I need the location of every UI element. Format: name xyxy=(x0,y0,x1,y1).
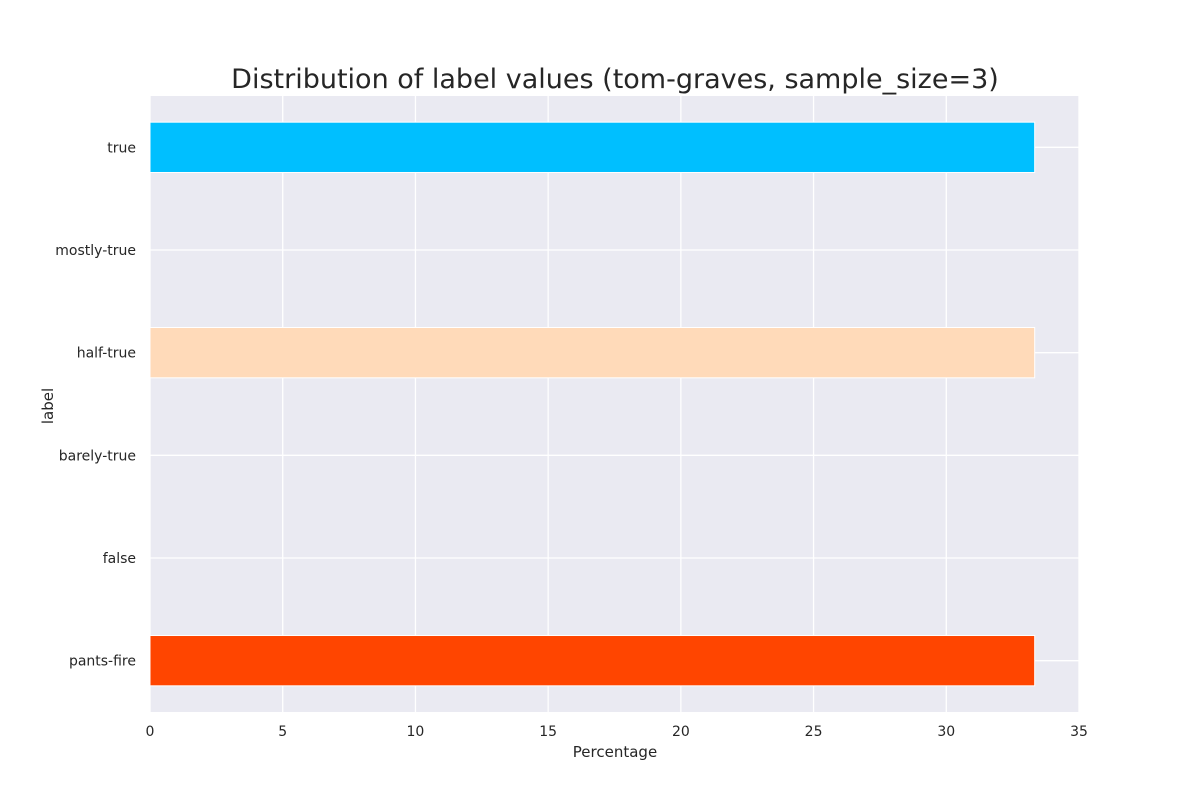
x-tick-label-5: 25 xyxy=(805,724,823,740)
y-axis-label: label xyxy=(39,388,57,424)
bar-half-true xyxy=(149,327,1036,379)
bar-true xyxy=(149,121,1036,173)
plot-area: true mostly-true half-true barely-true false… xyxy=(55,96,1088,740)
y-tick-label-half-true: half-true xyxy=(77,346,136,362)
y-tick-label-false: false xyxy=(103,551,136,567)
y-tick-label-barely-true: barely-true xyxy=(59,448,136,464)
plot-background xyxy=(150,96,1079,712)
x-tick-label-3: 15 xyxy=(539,724,557,740)
x-tick-label-4: 20 xyxy=(672,724,690,740)
x-tick-label-2: 10 xyxy=(407,724,425,740)
y-tick-label-true: true xyxy=(107,140,136,156)
x-tick-label-0: 0 xyxy=(146,724,155,740)
x-tick-label-7: 35 xyxy=(1070,724,1088,740)
x-tick-label-6: 30 xyxy=(937,724,955,740)
chart-title: Distribution of label values (tom-graves… xyxy=(231,64,999,95)
y-tick-label-pants-fire: pants-fire xyxy=(69,654,136,670)
y-tick-label-mostly-true: mostly-true xyxy=(55,243,136,259)
bar-pants-fire xyxy=(149,635,1036,687)
x-axis-label: Percentage xyxy=(573,743,657,761)
x-tick-label-1: 5 xyxy=(278,724,287,740)
